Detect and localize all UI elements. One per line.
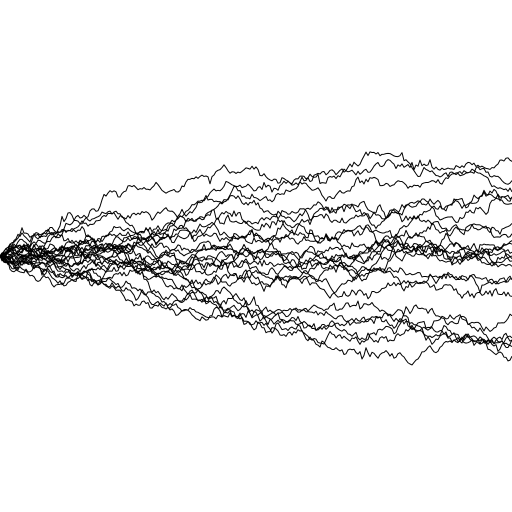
walk-path <box>0 241 512 276</box>
walk-path <box>0 151 512 271</box>
walk-path <box>0 240 512 294</box>
walk-path <box>0 239 512 272</box>
walk-path <box>0 164 512 261</box>
walk-path <box>0 232 512 267</box>
walk-path <box>0 234 512 352</box>
walk-path <box>0 188 512 267</box>
walk-paths <box>0 151 512 366</box>
walk-path <box>0 255 512 332</box>
walk-path <box>0 193 512 266</box>
walk-path <box>0 238 512 345</box>
walk-path <box>0 244 512 292</box>
walk-path <box>0 212 512 266</box>
walk-path <box>0 191 512 257</box>
walk-path <box>0 157 512 260</box>
walk-path <box>0 255 512 366</box>
walk-path <box>0 255 512 362</box>
walk-path <box>0 215 512 259</box>
walk-path <box>0 246 512 348</box>
